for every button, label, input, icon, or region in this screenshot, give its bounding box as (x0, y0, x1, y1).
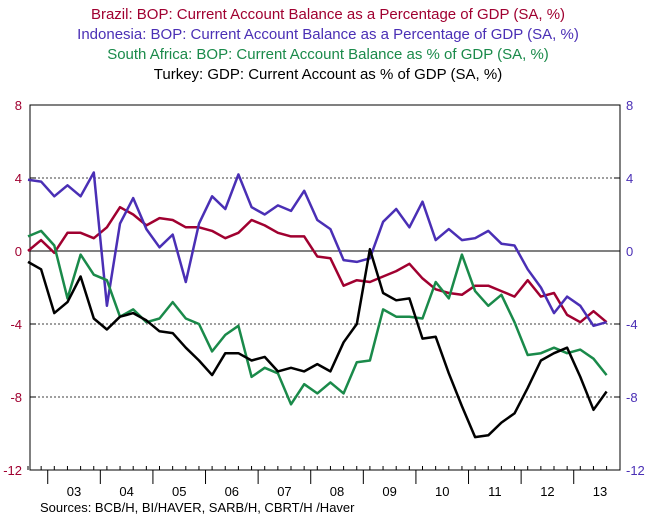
series-line (27, 205, 608, 324)
chart-title: South Africa: BOP: Current Account Balan… (107, 46, 549, 63)
x-tick-label: 13 (593, 484, 607, 499)
y2-tick-label: 8 (626, 98, 633, 113)
x-tick-label: 08 (330, 484, 344, 499)
y-tick-label: -8 (10, 390, 22, 405)
y2-tick-label: -12 (626, 463, 645, 478)
y-tick-label: -12 (3, 463, 22, 478)
y2-tick-label: -4 (626, 317, 638, 332)
y2-tick-label: -8 (626, 390, 638, 405)
y2-tick-label: 0 (626, 244, 633, 259)
x-tick-label: 12 (540, 484, 554, 499)
x-tick-label: 11 (488, 484, 502, 499)
x-tick-label: 07 (277, 484, 291, 499)
source-note: Sources: BCB/H, BI/HAVER, SARB/H, CBRT/H… (40, 500, 355, 515)
chart-title: Indonesia: BOP: Current Account Balance … (77, 26, 579, 43)
plot-frame (29, 104, 621, 471)
y-tick-label: 4 (15, 171, 22, 186)
x-tick-label: 09 (382, 484, 396, 499)
y-tick-label: 0 (15, 244, 22, 259)
chart-title: Turkey: GDP: Current Account as % of GDP… (154, 66, 502, 83)
chart-title: Brazil: BOP: Current Account Balance as … (91, 6, 565, 23)
y-tick-label: -4 (10, 317, 22, 332)
series-line (27, 247, 608, 439)
y2-tick-label: 4 (626, 171, 633, 186)
series-line (27, 171, 607, 328)
x-tick-label: 05 (172, 484, 186, 499)
y-tick-label: 8 (15, 98, 22, 113)
x-tick-label: 04 (119, 484, 133, 499)
x-tick-label: 06 (225, 484, 239, 499)
x-tick-label: 03 (67, 484, 81, 499)
x-tick-label: 10 (435, 484, 449, 499)
